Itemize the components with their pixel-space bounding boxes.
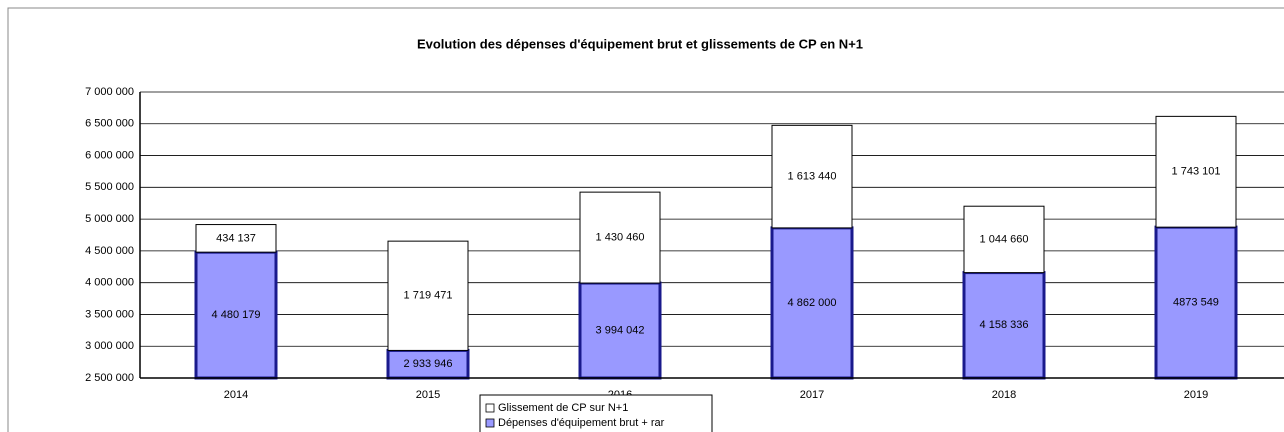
y-tick-label: 7 000 000 bbox=[85, 86, 134, 98]
data-label: 3 994 042 bbox=[596, 324, 645, 336]
legend-box bbox=[479, 394, 713, 432]
y-tick-label: 4 000 000 bbox=[85, 277, 134, 289]
data-label: 1 430 460 bbox=[596, 231, 645, 243]
legend-swatch bbox=[485, 403, 495, 413]
data-label: 4 480 179 bbox=[212, 309, 261, 321]
bar-segment bbox=[386, 348, 470, 380]
chart-title: Evolution des dépenses d'équipement brut… bbox=[417, 36, 863, 51]
data-label: 1 613 440 bbox=[788, 171, 837, 183]
bar-segment bbox=[387, 240, 469, 351]
y-tick-label: 3 500 000 bbox=[85, 308, 134, 320]
data-label: 1 044 660 bbox=[980, 233, 1029, 245]
bar-segment bbox=[194, 250, 278, 380]
bar-segment bbox=[1154, 225, 1238, 380]
x-tick-label: 2017 bbox=[800, 389, 824, 401]
data-label: 4873 549 bbox=[1173, 296, 1219, 308]
legend-swatch bbox=[485, 418, 495, 428]
bar-segment bbox=[963, 205, 1045, 274]
y-tick-label: 6 000 000 bbox=[85, 149, 134, 161]
bar-segment bbox=[195, 224, 277, 253]
data-label: 4 158 336 bbox=[980, 319, 1029, 331]
bar-segment bbox=[962, 271, 1046, 380]
legend-label: Dépenses d'équipement brut + rar bbox=[498, 417, 665, 429]
bar-segment bbox=[579, 191, 661, 284]
y-tick-label: 5 500 000 bbox=[85, 181, 134, 193]
x-tick-label: 2014 bbox=[224, 389, 248, 401]
data-label: 2 933 946 bbox=[404, 358, 453, 370]
x-tick-label: 2019 bbox=[1184, 389, 1208, 401]
legend-label: Glissement de CP sur N+1 bbox=[498, 402, 628, 414]
x-tick-label: 2018 bbox=[992, 389, 1016, 401]
bar-segment bbox=[1155, 115, 1237, 228]
data-label: 1 743 101 bbox=[1172, 166, 1221, 178]
x-tick-label: 2015 bbox=[416, 389, 440, 401]
y-tick-label: 6 500 000 bbox=[85, 118, 134, 130]
data-label: 434 137 bbox=[216, 232, 256, 244]
bar-segment bbox=[771, 124, 853, 229]
y-tick-label: 5 000 000 bbox=[85, 213, 134, 225]
y-tick-label: 4 500 000 bbox=[85, 245, 134, 257]
y-tick-label: 3 000 000 bbox=[85, 340, 134, 352]
data-label: 4 862 000 bbox=[788, 297, 837, 309]
y-tick-label: 2 500 000 bbox=[85, 372, 134, 384]
data-label: 1 719 471 bbox=[404, 290, 453, 302]
